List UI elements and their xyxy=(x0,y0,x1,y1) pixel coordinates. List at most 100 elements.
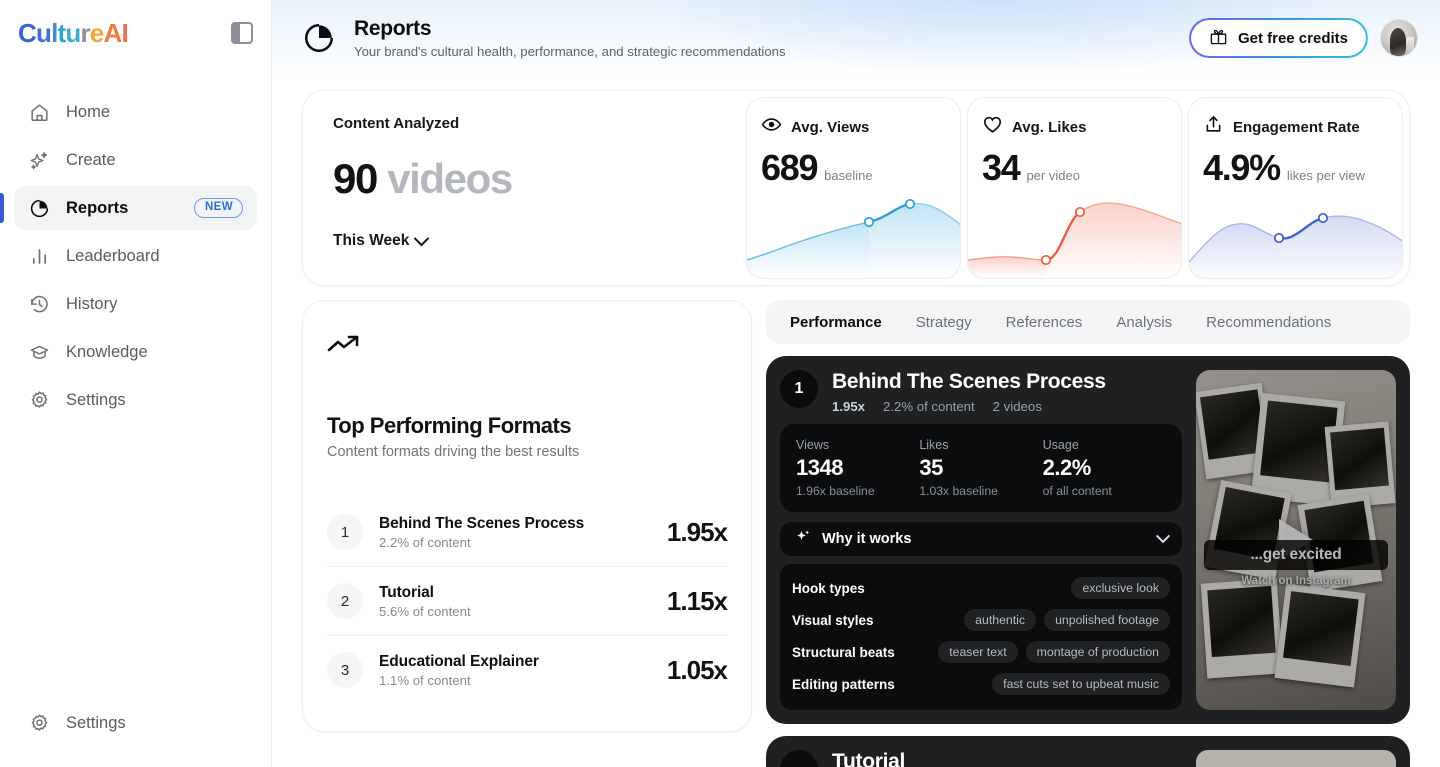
stat-card-title: Avg. Views xyxy=(791,118,870,136)
sidebar-item-label: Reports xyxy=(66,198,129,217)
sidebar-item-create[interactable]: Create xyxy=(14,138,257,182)
metric: Usage 2.2% of all content xyxy=(1043,438,1166,498)
chevron-down-icon xyxy=(1155,529,1171,544)
format-detail-titleblock: Behind The Scenes Process 1.95x 2.2% of c… xyxy=(832,370,1106,414)
sparkle-icon xyxy=(794,528,812,550)
format-detail-2-rank xyxy=(780,750,818,767)
gear-icon xyxy=(28,712,50,734)
why-it-works-label: Why it works xyxy=(822,531,912,547)
eye-icon xyxy=(761,114,782,140)
share-up-icon xyxy=(1203,114,1224,140)
format-row[interactable]: 1 Behind The Scenes Process 2.2% of conten… xyxy=(327,498,728,566)
format-multiplier: 1.95x xyxy=(666,516,728,547)
brand-logo-letter: l xyxy=(51,18,58,48)
page-title: Reports xyxy=(354,16,432,40)
tab-performance[interactable]: Performance xyxy=(790,313,882,331)
format-detail-meta-item: 2 videos xyxy=(992,399,1042,415)
brand-logo-letter: C xyxy=(18,18,37,48)
format-share: 2.2% of content xyxy=(379,534,471,550)
stat-card-value-row: 689 baseline xyxy=(747,140,960,186)
get-free-credits-label: Get free credits xyxy=(1237,29,1348,47)
sidebar-header: CultureAI xyxy=(0,0,271,66)
metric-key: Usage xyxy=(1042,438,1079,452)
format-detail-left: 1 Behind The Scenes Process 1.95x 2.2% of… xyxy=(780,370,1182,710)
sidebar-item-label: Home xyxy=(66,102,111,121)
format-detail-card: 1 Behind The Scenes Process 1.95x 2.2% of… xyxy=(766,356,1410,724)
sidebar-item-knowledge[interactable]: Knowledge xyxy=(14,330,257,374)
watch-on-instagram-label[interactable]: Watch on Instagram xyxy=(1241,575,1351,587)
sidebar-item-label: Knowledge xyxy=(66,342,148,361)
metrics-panel: Views 1348 1.96x baseline Likes 35 1.03x base… xyxy=(780,424,1182,512)
page-header-text: Reports Your brand's cultural health, pe… xyxy=(354,17,786,59)
metric-key: Views xyxy=(796,438,830,452)
why-it-works-toggle[interactable]: Why it works xyxy=(780,522,1182,556)
sidebar-item-settings[interactable]: Settings xyxy=(14,378,257,422)
panel-toggle-icon[interactable] xyxy=(231,22,253,44)
attribute-chip: montage of production xyxy=(1025,641,1170,663)
page-subtitle: Your brand's cultural health, performanc… xyxy=(354,44,786,60)
page-header: Reports Your brand's cultural health, pe… xyxy=(272,0,1440,76)
brand-logo-letter: u xyxy=(35,18,52,48)
stat-card-value: 4.9% xyxy=(1203,147,1281,188)
attribute-chip: teaser text xyxy=(938,641,1018,663)
formats-subtitle: Content formats driving the best results xyxy=(327,444,580,460)
get-free-credits-button[interactable]: Get free credits xyxy=(1188,18,1368,58)
attribute-row: Visual styles authentic unpolished footage xyxy=(792,604,1170,636)
attribute-key: Hook types xyxy=(792,580,865,596)
tab-recommendations[interactable]: Recommendations xyxy=(1206,313,1332,331)
format-detail-rank: 1 xyxy=(780,370,818,408)
format-row[interactable]: 2 Tutorial 5.6% of content 1.15x xyxy=(327,566,728,635)
tab-strategy[interactable]: Strategy xyxy=(915,313,972,331)
lower-section: Top Performing Formats Content formats d… xyxy=(302,300,1410,767)
sidebar-item-leaderboard[interactable]: Leaderboard xyxy=(14,234,257,278)
sparkle-icon xyxy=(28,149,50,171)
video-thumbnail[interactable]: ...get excited Watch on Instagram xyxy=(1196,370,1396,710)
format-detail-meta-item: 2.2% of content xyxy=(883,399,975,415)
sidebar-item-settings-bottom[interactable]: Settings xyxy=(14,701,257,745)
brand-logo[interactable]: CultureAI xyxy=(18,18,129,48)
stat-card-engagement-rate[interactable]: Engagement Rate 4.9% likes per view xyxy=(1188,97,1403,279)
metric-key: Likes xyxy=(919,438,949,452)
metric: Views 1348 1.96x baseline xyxy=(796,438,919,498)
pie-chart-icon xyxy=(302,21,336,55)
format-detail-2-thumbnail xyxy=(1196,750,1396,767)
stats-row: Content Analyzed 90 videos This Week xyxy=(302,90,1410,286)
format-info: Educational Explainer 1.1% of content xyxy=(379,653,651,688)
formats-title: Top Performing Formats xyxy=(327,413,572,438)
sidebar-footer: Settings xyxy=(0,701,271,767)
attribute-chips: authentic unpolished footage xyxy=(964,609,1170,631)
stat-card-avg-views[interactable]: Avg. Views 689 baseline xyxy=(746,97,961,279)
sidebar-item-home[interactable]: Home xyxy=(14,90,257,134)
sidebar-nav: Home Create Reports NEW Leaderboard History Kn… xyxy=(0,90,271,422)
metric-baseline: 1.96x baseline xyxy=(796,484,875,498)
page-header-left: Reports Your brand's cultural health, pe… xyxy=(302,17,786,59)
tab-references[interactable]: References xyxy=(1005,313,1083,331)
home-icon xyxy=(28,101,50,123)
format-row[interactable]: 3 Educational Explainer 1.1% of content 1.0… xyxy=(327,635,728,704)
sidebar-item-history[interactable]: History xyxy=(14,282,257,326)
pie-chart-icon xyxy=(28,197,50,219)
brand-logo-letter: r xyxy=(80,18,90,48)
video-caption: ...get excited xyxy=(1204,540,1388,570)
format-rank: 1 xyxy=(327,514,363,550)
gift-icon xyxy=(1209,27,1228,50)
format-detail-card-2[interactable]: Tutorial xyxy=(766,736,1410,767)
sidebar-item-label: Leaderboard xyxy=(66,246,160,265)
clock-history-icon xyxy=(28,293,50,315)
format-rank: 2 xyxy=(327,583,363,619)
attribute-chip: unpolished footage xyxy=(1044,609,1170,631)
avatar[interactable] xyxy=(1380,19,1418,57)
format-detail-header: 1 Behind The Scenes Process 1.95x 2.2% of… xyxy=(780,370,1182,414)
attribute-chip: fast cuts set to upbeat music xyxy=(992,673,1170,695)
brand-logo-letter: e xyxy=(89,18,104,48)
tab-analysis[interactable]: Analysis xyxy=(1116,313,1173,331)
format-multiplier: 1.05x xyxy=(666,654,728,685)
format-rank: 3 xyxy=(327,652,363,688)
stat-card-avg-likes[interactable]: Avg. Likes 34 per video xyxy=(967,97,1182,279)
attribute-chip: exclusive look xyxy=(1071,577,1170,599)
period-selector[interactable]: This Week xyxy=(333,230,430,250)
sidebar-item-reports[interactable]: Reports NEW xyxy=(0,186,257,230)
content-area: Content Analyzed 90 videos This Week xyxy=(272,76,1440,767)
brand-logo-letter: A xyxy=(103,18,122,48)
attribute-chips: exclusive look xyxy=(1071,577,1170,599)
